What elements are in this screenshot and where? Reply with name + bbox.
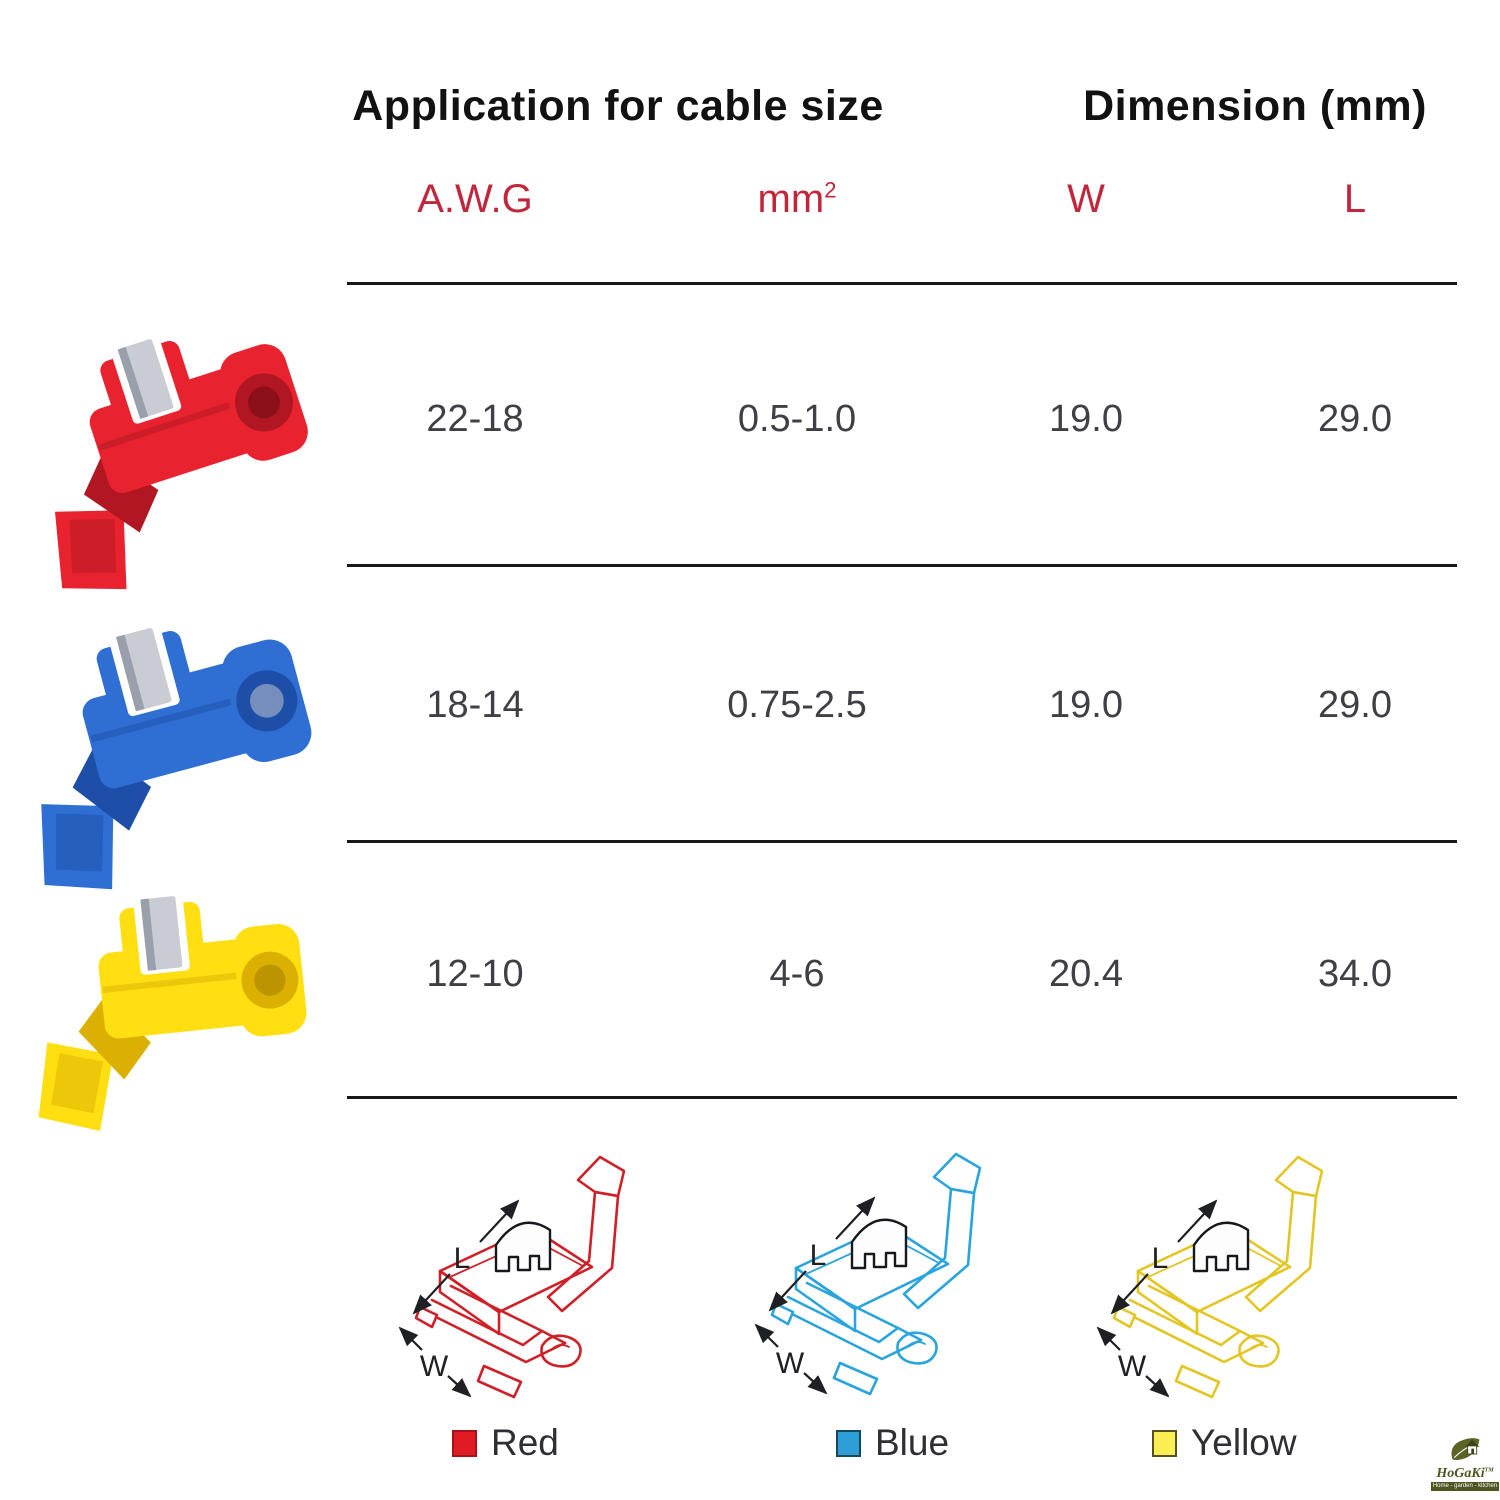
dim-l-label: L: [1152, 1242, 1169, 1275]
red-connector-photo: [55, 333, 308, 590]
blue-connector-photo: [41, 622, 312, 890]
yellow-dimension-diagram: L W: [1096, 1155, 1324, 1399]
legend-blue: Blue: [836, 1422, 949, 1464]
divider-4: [347, 1096, 1457, 1099]
red-dimension-diagram: L W: [398, 1155, 626, 1399]
legend-yellow: Yellow: [1152, 1422, 1297, 1464]
brand-name-text: HoGaKi: [1436, 1466, 1485, 1481]
application-group-header: Application for cable size: [352, 82, 884, 130]
row3-w: 20.4: [1049, 953, 1123, 995]
divider-1: [347, 282, 1457, 285]
column-header-w: W: [1067, 177, 1105, 221]
row3-mm2: 4-6: [769, 953, 825, 995]
row1-l: 29.0: [1318, 398, 1392, 440]
row3-l: 34.0: [1318, 953, 1392, 995]
dim-w-label: W: [420, 1350, 449, 1383]
trademark-mark: TM: [1484, 1467, 1494, 1474]
dim-l-label: L: [810, 1239, 827, 1272]
dimension-arrows: [754, 1196, 876, 1395]
mm-superscript: 2: [824, 177, 837, 203]
yellow-connector-photo: [38, 891, 307, 1132]
row2-mm2: 0.75-2.5: [727, 684, 867, 726]
legend-red: Red: [452, 1422, 559, 1464]
brand-name: HoGaKiTM: [1431, 1467, 1499, 1481]
divider-2: [347, 564, 1457, 567]
column-header-awg: A.W.G: [417, 177, 533, 221]
dimension-arrows: [398, 1199, 520, 1398]
brand-tagline: Home - garden - kitchen: [1431, 1482, 1499, 1491]
yellow-swatch: [1152, 1429, 1177, 1457]
blue-swatch: [836, 1429, 861, 1457]
column-header-l: L: [1343, 177, 1367, 221]
dim-l-label: L: [454, 1242, 471, 1275]
row2-l: 29.0: [1318, 684, 1392, 726]
red-swatch: [452, 1429, 477, 1457]
blade-outline: [1192, 1221, 1250, 1273]
row1-awg: 22-18: [426, 398, 524, 440]
row1-mm2: 0.5-1.0: [737, 398, 857, 440]
divider-3: [347, 840, 1457, 843]
leaf-house-icon: [1451, 1438, 1480, 1460]
legend-blue-label: Blue: [875, 1422, 950, 1463]
dimension-group-header: Dimension (mm): [1083, 82, 1427, 130]
legend-red-label: Red: [491, 1422, 559, 1463]
brand-logo: HoGaKiTM Home - garden - kitchen: [1431, 1436, 1499, 1491]
mm-label: mm: [757, 177, 825, 221]
blade-outline: [850, 1218, 908, 1270]
dim-w-label: W: [1118, 1350, 1147, 1383]
legend-yellow-label: Yellow: [1191, 1422, 1297, 1463]
dim-w-label: W: [776, 1347, 805, 1380]
row2-w: 19.0: [1049, 684, 1123, 726]
row1-w: 19.0: [1049, 398, 1123, 440]
row2-awg: 18-14: [426, 684, 524, 726]
blue-dimension-diagram: L W: [754, 1152, 982, 1396]
column-header-mm2: mm2: [758, 177, 837, 222]
dimension-arrows: [1096, 1199, 1218, 1398]
blade-outline: [494, 1221, 552, 1273]
row3-awg: 12-10: [426, 953, 524, 995]
